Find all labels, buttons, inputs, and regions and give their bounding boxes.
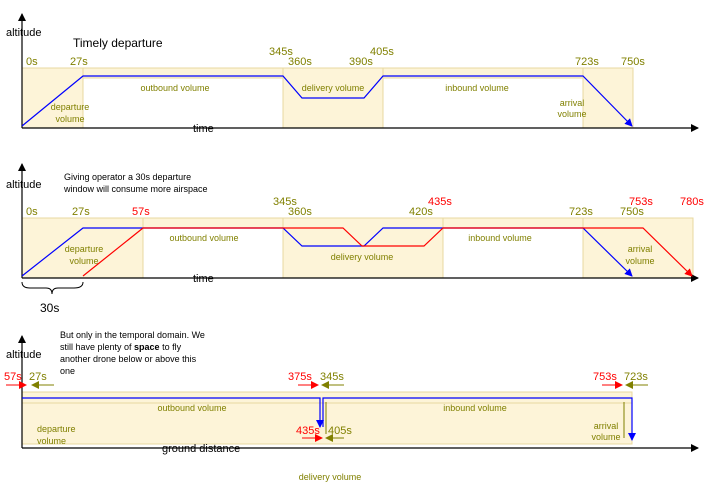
- panel-spatial-domain: altitude ground distance But only in the…: [4, 330, 699, 482]
- time-label: 723s: [569, 206, 593, 218]
- x-axis-label: time: [193, 273, 214, 285]
- late-time-label: 435s: [296, 425, 320, 437]
- late-time-label: 375s: [288, 371, 312, 383]
- time-label: 345s: [320, 371, 344, 383]
- y-axis-label: altitude: [6, 349, 41, 361]
- time-label: 405s: [370, 46, 394, 58]
- note-line-4: one: [60, 366, 75, 376]
- panel-note: Giving operator a 30s departure window wi…: [63, 172, 208, 194]
- y-axis-label: altitude: [6, 27, 41, 39]
- departure-volume-label: departure volume: [37, 424, 76, 446]
- late-time-label: 753s: [593, 371, 617, 383]
- arrival-volume-label: arrival volume: [557, 98, 586, 119]
- late-time-label: 780s: [680, 196, 704, 208]
- time-label: 723s: [575, 56, 599, 68]
- window-brace: [21, 281, 84, 295]
- outbound-volume-box: [142, 217, 284, 229]
- late-time-label: 57s: [132, 206, 150, 218]
- panel-note: But only in the temporal domain. We stil…: [60, 330, 207, 376]
- x-axis-label: time: [193, 123, 214, 135]
- time-label: 27s: [29, 371, 47, 383]
- time-label: 360s: [288, 56, 312, 68]
- panel-timely-departure: altitude time Timely departure 0s 27s 34…: [6, 13, 699, 135]
- outbound-volume-label: outbound volume: [169, 233, 238, 243]
- time-label: 405s: [328, 425, 352, 437]
- inbound-path: [322, 397, 636, 441]
- x-axis-label: ground distance: [162, 443, 240, 455]
- late-time-label: 57s: [4, 371, 22, 383]
- time-label: 345s: [269, 46, 293, 58]
- arrival-volume-label: arrival volume: [591, 421, 620, 442]
- corridor-volume-box: [21, 391, 633, 445]
- inbound-volume-box: [442, 217, 584, 229]
- flight-path: [21, 75, 633, 127]
- late-flight-path: [82, 227, 693, 277]
- delivery-volume-label: delivery volume: [302, 83, 365, 93]
- inbound-volume-label: inbound volume: [443, 403, 507, 413]
- note-line-3: another drone below or above this: [60, 354, 197, 364]
- arrival-volume-label: arrival volume: [625, 244, 654, 266]
- outbound-volume-label: outbound volume: [140, 83, 209, 93]
- late-time-label: 435s: [428, 196, 452, 208]
- delivery-volume-label: delivery volume: [299, 472, 362, 482]
- y-axis-label: altitude: [6, 179, 41, 191]
- panel-heading: Timely departure: [73, 36, 163, 50]
- panel-departure-window: 30s altitude time Giving operator a 30s …: [6, 163, 704, 315]
- delivery-volume-box: [282, 217, 444, 279]
- late-time-label: 753s: [629, 196, 653, 208]
- note-emphasis: space: [134, 342, 160, 352]
- time-label: 750s: [620, 206, 644, 218]
- inbound-volume-label: inbound volume: [445, 83, 509, 93]
- time-label: 420s: [409, 206, 433, 218]
- outbound-volume-label: outbound volume: [157, 403, 226, 413]
- time-label: 750s: [621, 56, 645, 68]
- note-line-1: But only in the temporal domain. We: [60, 330, 205, 340]
- time-label: 390s: [349, 56, 373, 68]
- departure-volume-label: departure volume: [51, 102, 90, 124]
- window-label: 30s: [40, 301, 59, 315]
- time-label: 360s: [288, 206, 312, 218]
- inbound-volume-label: inbound volume: [468, 233, 532, 243]
- time-label: 27s: [72, 206, 90, 218]
- time-label: 345s: [273, 196, 297, 208]
- time-label: 27s: [70, 56, 88, 68]
- outbound-path: [22, 397, 324, 428]
- time-label: 723s: [624, 371, 648, 383]
- delivery-volume-label: delivery volume: [331, 252, 394, 262]
- note-line-2: still have plenty of space to fly: [60, 342, 182, 352]
- time-label: 0s: [26, 206, 38, 218]
- departure-volume-label: departure volume: [65, 244, 104, 266]
- time-label: 0s: [26, 56, 38, 68]
